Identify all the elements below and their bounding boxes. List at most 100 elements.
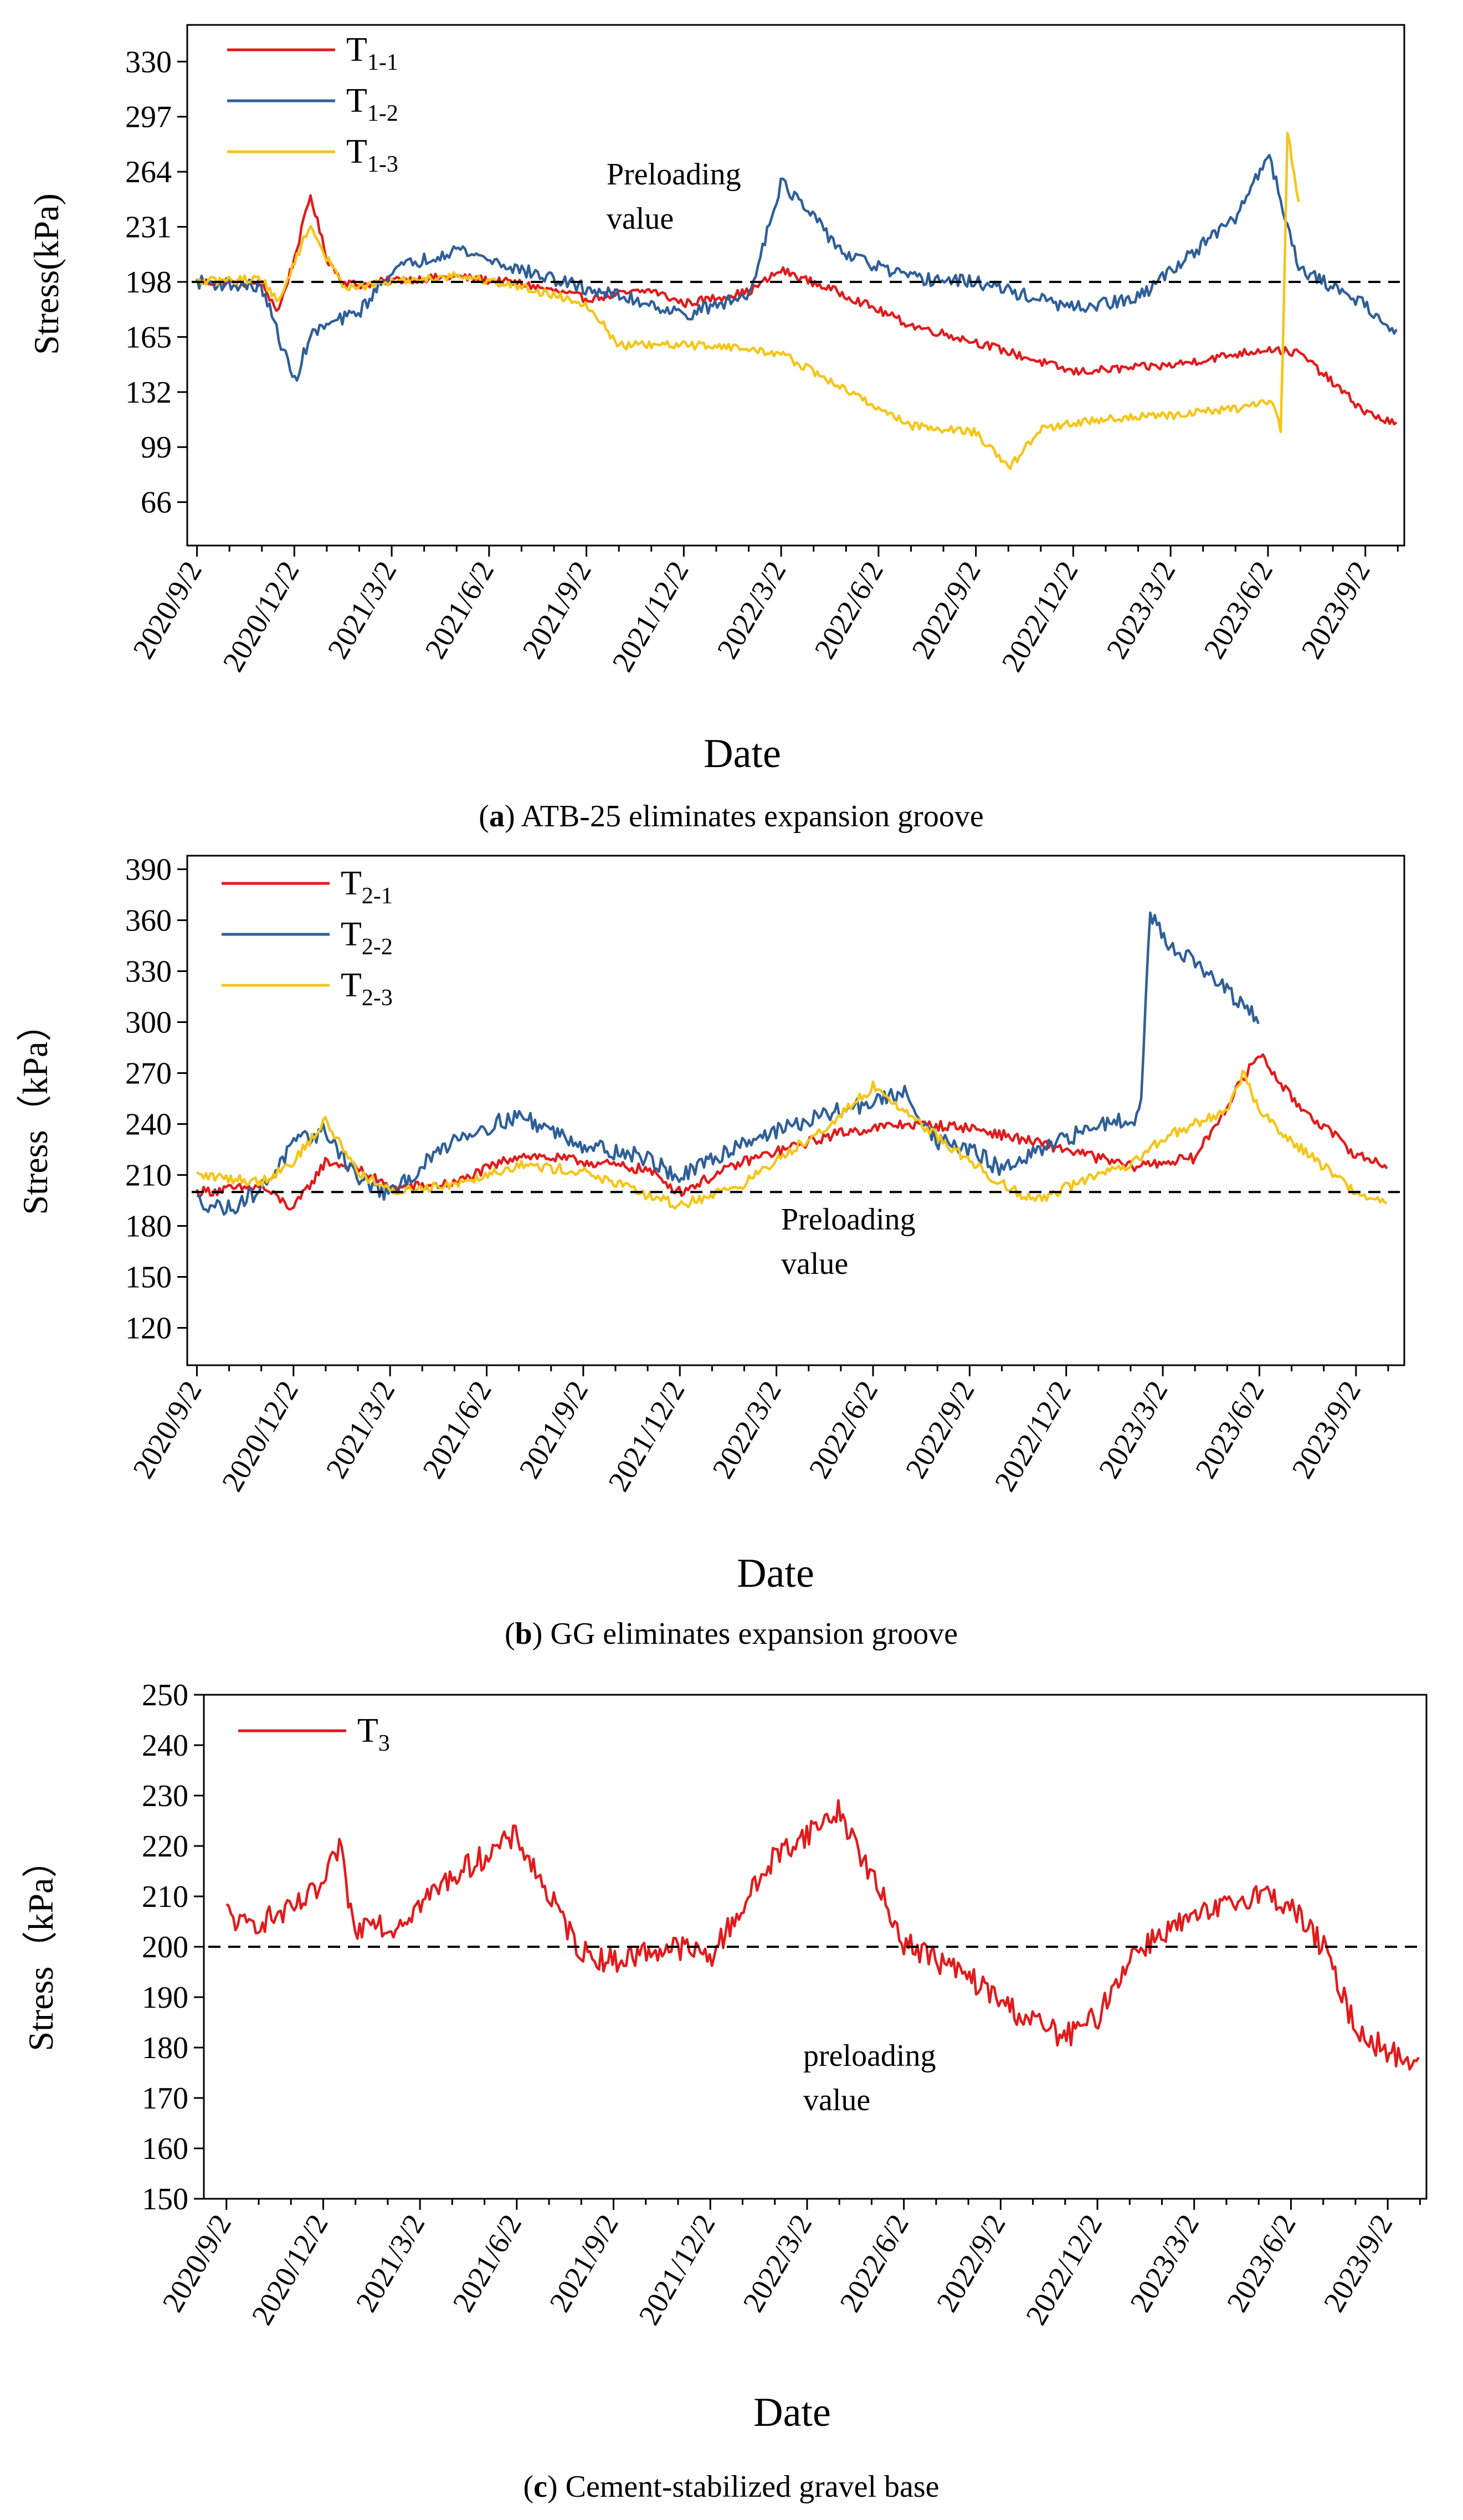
preload-label-line2: value: [803, 2083, 870, 2117]
plot-frame: [186, 24, 1405, 547]
preload-annotation: value: [803, 2083, 870, 2117]
x-tick-label: 2023/9/2: [1285, 1375, 1367, 1484]
x-tick-label: 2020/9/2: [126, 556, 208, 664]
preload-label-line1: preloading: [803, 2039, 936, 2073]
x-tick-label: 2023/9/2: [1317, 2209, 1399, 2317]
y-tick-label: 360: [125, 904, 172, 938]
y-tick-label: 200: [142, 1930, 188, 1964]
y-tick-label: 150: [125, 1261, 172, 1295]
y-tick-label: 240: [142, 1729, 188, 1763]
x-tick-label: 2021/9/2: [543, 2209, 625, 2317]
y-tick-label: 180: [125, 1210, 172, 1244]
series-line-T2-1: [196, 1053, 1388, 1211]
preload-label-line1: Preloading: [607, 157, 741, 192]
x-tick-label: 2021/6/2: [416, 1375, 498, 1484]
x-tick-label: 2022/3/2: [706, 1375, 788, 1484]
caption-text: Cement-stabilized gravel base: [566, 2470, 940, 2504]
caption-text: GG eliminates expansion groove: [550, 1617, 958, 1651]
caption-letter: c: [533, 2470, 547, 2504]
caption-letter: b: [515, 1617, 532, 1651]
legend: T3: [238, 1712, 390, 1756]
x-tick-label: 2021/6/2: [418, 556, 500, 664]
y-tick-label: 180: [142, 2031, 188, 2065]
y-axis-label: Stress（kPa）: [16, 1006, 55, 1215]
series-line-T2-3: [196, 1069, 1387, 1210]
panel-caption: (c) Cement-stabilized gravel base: [523, 2470, 939, 2504]
legend-label: T1-3: [346, 133, 398, 177]
x-axis-label: Date: [753, 2390, 831, 2435]
series-line-T3: [225, 1799, 1420, 2071]
legend-label: T2-3: [341, 966, 393, 1011]
x-axis-label: Date: [737, 1551, 814, 1596]
preload-label-line1: Preloading: [781, 1202, 916, 1237]
x-tick-label: 2020/9/2: [126, 1375, 208, 1484]
y-axis-label: Stress(kPa): [27, 193, 66, 355]
preload-annotation: Preloading: [781, 1202, 916, 1237]
x-tick-label: 2021/3/2: [320, 1375, 402, 1484]
y-tick-label: 190: [142, 1981, 188, 2015]
panel-caption: (b) GG eliminates expansion groove: [505, 1617, 958, 1651]
legend: T1-1 T1-2 T1-3: [227, 31, 398, 177]
x-tick-label: 2021/3/2: [321, 556, 403, 664]
x-tick-label: 2022/9/2: [899, 1375, 981, 1484]
preload-annotation: Preloading: [607, 157, 741, 192]
x-tick-label: 2023/9/2: [1295, 556, 1377, 664]
x-tick-label: 2022/9/2: [905, 556, 987, 664]
y-tick-label: 300: [125, 1006, 172, 1040]
x-tick-label: 2023/6/2: [1197, 556, 1279, 664]
chart-panel-a: 66 99 132 165 198 231 264 297 330 2020/9/2 2020/1…: [27, 24, 1405, 834]
x-tick-label: 2020/12/2: [215, 1375, 305, 1497]
panel-caption: (a) ATB-25 eliminates expansion groove: [479, 799, 983, 834]
y-tick-label: 297: [125, 100, 172, 135]
y-tick-label: 165: [125, 320, 172, 354]
y-tick-label: 210: [125, 1159, 172, 1193]
x-tick-label: 2020/12/2: [216, 556, 305, 677]
preload-annotation: preloading: [803, 2039, 936, 2073]
legend-label: T3: [357, 1712, 390, 1756]
y-tick-label: 250: [142, 1678, 188, 1712]
chart-panel-c: 150 160 170 180 190 200 210 220 230 240 250 2020/9…: [21, 1678, 1428, 2504]
y-tick-label: 330: [125, 45, 172, 79]
y-tick-label: 120: [125, 1312, 172, 1346]
y-tick-label: 240: [125, 1108, 172, 1142]
x-tick-label: 2021/12/2: [632, 2209, 721, 2331]
preload-annotation: value: [781, 1247, 848, 1281]
x-tick-label: 2023/3/2: [1092, 1375, 1174, 1484]
y-axis-label: Stress（kPa）: [21, 1843, 60, 2051]
x-tick-label: 2021/9/2: [512, 1375, 594, 1484]
x-tick-label: 2023/6/2: [1189, 1375, 1271, 1484]
y-tick-label: 220: [142, 1829, 188, 1864]
x-tick-label: 2023/3/2: [1100, 556, 1182, 664]
legend-label: T1-2: [346, 82, 398, 126]
x-tick-label: 2022/9/2: [930, 2209, 1012, 2317]
x-tick-label: 2023/3/2: [1123, 2209, 1205, 2317]
y-tick-label: 66: [141, 486, 172, 520]
y-tick-label: 230: [142, 1779, 188, 1813]
legend-label: T1-1: [346, 31, 398, 75]
legend-label: T2-1: [341, 865, 393, 909]
x-tick-label: 2022/3/2: [711, 556, 793, 664]
y-tick-label: 390: [125, 853, 172, 887]
y-tick-label: 132: [125, 376, 172, 410]
x-tick-label: 2022/12/2: [1019, 2209, 1108, 2331]
caption-text: ATB-25 eliminates expansion groove: [521, 799, 984, 834]
x-tick-label: 2021/9/2: [516, 556, 598, 664]
x-tick-label: 2022/12/2: [988, 1375, 1077, 1497]
x-tick-label: 2022/3/2: [736, 2209, 818, 2317]
x-tick-label: 2021/3/2: [350, 2209, 432, 2317]
preload-label-line2: value: [781, 1247, 848, 1281]
preload-annotation: value: [607, 202, 674, 236]
series-line-T1-2: [196, 153, 1398, 382]
x-tick-label: 2022/6/2: [833, 2209, 915, 2317]
x-tick-label: 2022/6/2: [808, 556, 890, 664]
x-tick-label: 2020/9/2: [156, 2209, 238, 2317]
y-tick-label: 198: [125, 265, 172, 300]
x-tick-label: 2022/12/2: [995, 556, 1084, 677]
y-tick-label: 99: [141, 430, 172, 465]
x-tick-label: 2021/12/2: [602, 1375, 691, 1497]
y-tick-label: 210: [142, 1880, 188, 1914]
y-tick-label: 231: [125, 210, 172, 245]
x-tick-label: 2020/12/2: [245, 2209, 334, 2331]
